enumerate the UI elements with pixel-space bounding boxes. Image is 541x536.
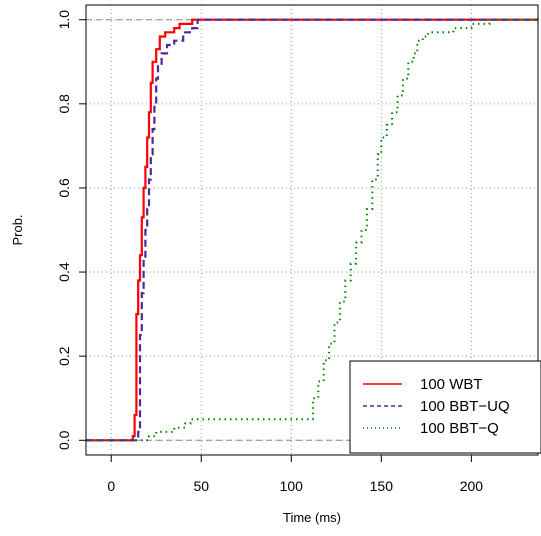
y-axis-label: Prob. [10,214,25,245]
series-line-2 [86,18,538,442]
x-axis: 0 50 100 150 200 [107,455,483,494]
y-tick-label-1: 1.0 [56,10,72,30]
legend-box [349,360,541,454]
x-tick-label-100: 100 [280,478,304,494]
y-tick-label-0.6: 0.6 [56,178,72,198]
y-tick-label-0: 0.0 [56,430,72,450]
y-tick-label-0.4: 0.4 [56,262,72,282]
legend: 100 WBT 100 BBT−UQ 100 BBT−Q [349,360,541,454]
series-lines [86,18,538,442]
legend-label-1: 100 BBT−UQ [420,398,510,415]
y-tick-label-0.8: 0.8 [56,94,72,114]
series-line-1 [86,18,538,442]
x-tick-label-0: 0 [107,478,115,494]
series-line-0 [86,18,538,442]
x-axis-label: Time (ms) [283,510,341,525]
x-tick-label-150: 150 [370,478,394,494]
legend-label-2: 100 BBT−Q [420,420,499,437]
y-tick-label-0.2: 0.2 [56,346,72,366]
x-tick-label-200: 200 [460,478,484,494]
plot-frame [85,4,539,456]
legend-label-0: 100 WBT [420,376,483,393]
x-tick-label-50: 50 [193,478,209,494]
y-axis: 0.0 0.2 0.4 0.6 0.8 1.0 [56,10,86,450]
